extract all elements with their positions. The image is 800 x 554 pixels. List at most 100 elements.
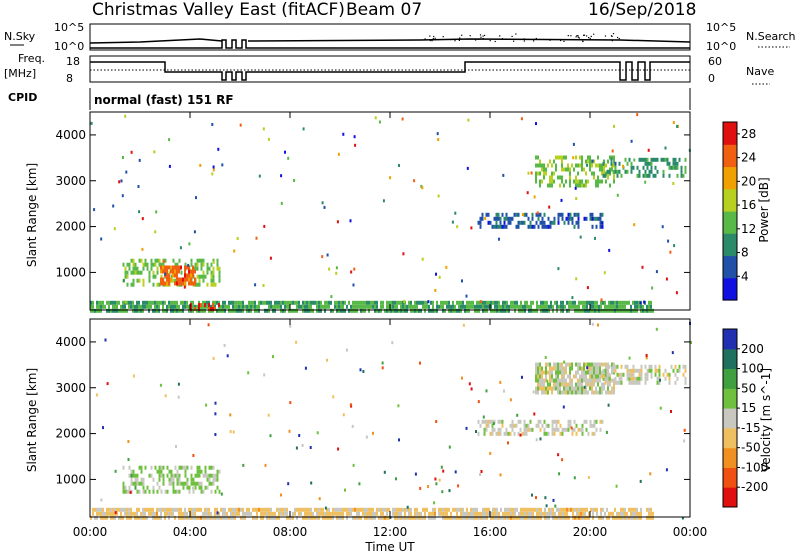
data-cell bbox=[632, 507, 634, 512]
data-cell bbox=[202, 278, 205, 283]
data-cell bbox=[593, 431, 596, 436]
data-cell bbox=[588, 511, 590, 516]
x-tick-label: 04:00 bbox=[173, 525, 208, 539]
data-cell bbox=[160, 511, 162, 516]
data-cell bbox=[198, 465, 201, 470]
data-point bbox=[328, 267, 331, 271]
colorbar-tick-label: -200 bbox=[741, 480, 768, 494]
data-cell bbox=[190, 473, 193, 478]
data-cell bbox=[520, 304, 522, 309]
data-cell bbox=[268, 507, 270, 512]
data-cell bbox=[188, 485, 191, 490]
data-cell bbox=[150, 262, 153, 267]
data-cell bbox=[599, 419, 602, 424]
data-point bbox=[571, 296, 574, 300]
data-cell bbox=[526, 300, 528, 305]
data-cell bbox=[366, 507, 368, 512]
data-cell bbox=[236, 304, 238, 309]
data-cell bbox=[545, 378, 547, 383]
data-point bbox=[254, 283, 257, 287]
data-cell bbox=[613, 175, 615, 180]
data-point bbox=[212, 260, 215, 264]
data-cell bbox=[518, 304, 520, 309]
nsearch-dot bbox=[589, 37, 591, 39]
data-cell bbox=[162, 281, 164, 286]
data-cell bbox=[553, 378, 555, 383]
data-cell bbox=[102, 507, 104, 512]
data-cell bbox=[158, 477, 161, 482]
data-cell bbox=[396, 507, 398, 512]
data-cell bbox=[290, 300, 292, 305]
data-point bbox=[483, 305, 486, 308]
data-cell bbox=[456, 511, 458, 516]
data-point bbox=[546, 379, 549, 383]
data-cell bbox=[410, 304, 412, 309]
data-cell bbox=[204, 308, 206, 313]
data-cell bbox=[536, 308, 538, 313]
data-cell bbox=[572, 511, 574, 516]
data-cell bbox=[156, 507, 158, 512]
power-colorbar-label: Power [dB] bbox=[757, 177, 771, 242]
data-point bbox=[482, 415, 485, 419]
data-cell bbox=[676, 368, 679, 373]
data-cell bbox=[262, 507, 264, 512]
data-cell bbox=[328, 300, 330, 305]
data-cell bbox=[571, 366, 573, 371]
data-cell bbox=[575, 220, 578, 225]
data-cell bbox=[577, 362, 579, 367]
data-cell bbox=[348, 511, 350, 516]
data-cell bbox=[468, 304, 470, 309]
data-cell bbox=[596, 511, 598, 516]
data-cell bbox=[132, 266, 135, 271]
data-cell bbox=[200, 489, 203, 494]
data-cell bbox=[376, 308, 378, 313]
cpid-label: CPID bbox=[8, 91, 37, 104]
data-cell bbox=[122, 507, 124, 512]
data-cell bbox=[152, 507, 154, 512]
data-point bbox=[280, 493, 282, 497]
data-cell bbox=[90, 304, 92, 309]
data-cell bbox=[611, 167, 613, 172]
data-cell bbox=[551, 183, 553, 188]
data-cell bbox=[577, 427, 580, 432]
data-cell bbox=[648, 308, 650, 313]
data-cell bbox=[640, 368, 643, 373]
data-cell bbox=[188, 515, 190, 520]
data-cell bbox=[400, 515, 402, 520]
data-cell bbox=[340, 511, 342, 516]
data-cell bbox=[586, 308, 588, 313]
data-cell bbox=[160, 277, 162, 282]
data-cell bbox=[579, 179, 581, 184]
data-cell bbox=[354, 300, 356, 305]
colorbar-frame bbox=[722, 328, 738, 508]
data-cell bbox=[491, 427, 494, 432]
data-cell bbox=[597, 163, 599, 168]
data-cell bbox=[338, 304, 340, 309]
data-cell bbox=[516, 507, 518, 512]
nsearch-dot bbox=[477, 38, 479, 40]
nsearch-dot bbox=[523, 40, 525, 42]
data-cell bbox=[535, 155, 537, 160]
colorbar-tick-label: 15 bbox=[741, 401, 756, 415]
data-cell bbox=[152, 270, 155, 275]
data-cell bbox=[402, 515, 404, 520]
data-cell bbox=[680, 165, 683, 170]
data-point bbox=[212, 168, 215, 172]
data-cell bbox=[618, 511, 620, 516]
data-cell bbox=[591, 382, 593, 387]
data-cell bbox=[200, 308, 202, 313]
data-cell bbox=[164, 258, 167, 263]
data-cell bbox=[210, 465, 213, 470]
data-cell bbox=[634, 380, 637, 385]
nsearch-dot bbox=[588, 37, 590, 39]
data-cell bbox=[580, 515, 582, 520]
data-cell bbox=[214, 473, 217, 478]
data-point bbox=[349, 219, 352, 223]
data-point bbox=[207, 323, 210, 327]
data-cell bbox=[507, 220, 510, 225]
data-cell bbox=[644, 157, 647, 162]
data-cell bbox=[348, 308, 350, 313]
data-cell bbox=[358, 511, 360, 516]
data-cell bbox=[582, 304, 584, 309]
